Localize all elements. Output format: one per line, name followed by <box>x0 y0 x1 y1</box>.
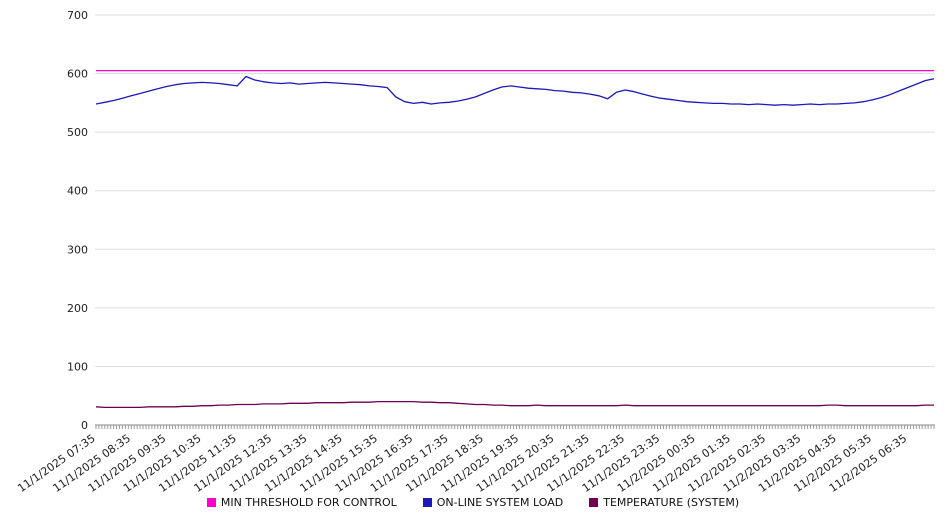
y-axis-labels: 0 100 200 300 400 500 600 700 <box>67 9 88 432</box>
series-line-1 <box>95 75 935 106</box>
legend: MIN THRESHOLD FOR CONTROL ON-LINE SYSTEM … <box>0 496 946 509</box>
y-tick-label: 600 <box>67 68 88 81</box>
y-tick-label: 300 <box>67 243 88 256</box>
legend-label-0: MIN THRESHOLD FOR CONTROL <box>220 496 397 509</box>
y-tick-label: 500 <box>67 126 88 139</box>
series-line-2 <box>95 400 934 409</box>
y-tick-label: 200 <box>67 302 88 315</box>
legend-swatch-0 <box>206 498 216 507</box>
legend-swatch-1 <box>422 498 432 507</box>
y-tick-label: 0 <box>81 419 88 432</box>
y-tick-label: 100 <box>67 360 88 373</box>
legend-item-1[interactable]: ON-LINE SYSTEM LOAD <box>422 496 564 509</box>
legend-item-0[interactable]: MIN THRESHOLD FOR CONTROL <box>206 496 397 509</box>
legend-swatch-2 <box>589 498 599 507</box>
legend-item-2[interactable]: TEMPERATURE (SYSTEM) <box>589 496 739 509</box>
chart-svg: 0 100 200 300 400 500 600 700 11/1/2025 07:3511/… <box>15 9 935 494</box>
y-gridlines <box>95 14 935 426</box>
legend-label-1: ON-LINE SYSTEM LOAD <box>436 496 564 509</box>
y-tick-label: 700 <box>67 9 88 22</box>
legend-label-2: TEMPERATURE (SYSTEM) <box>603 496 740 509</box>
x-minor-ticks <box>95 425 935 429</box>
y-tick-label: 400 <box>67 185 88 198</box>
